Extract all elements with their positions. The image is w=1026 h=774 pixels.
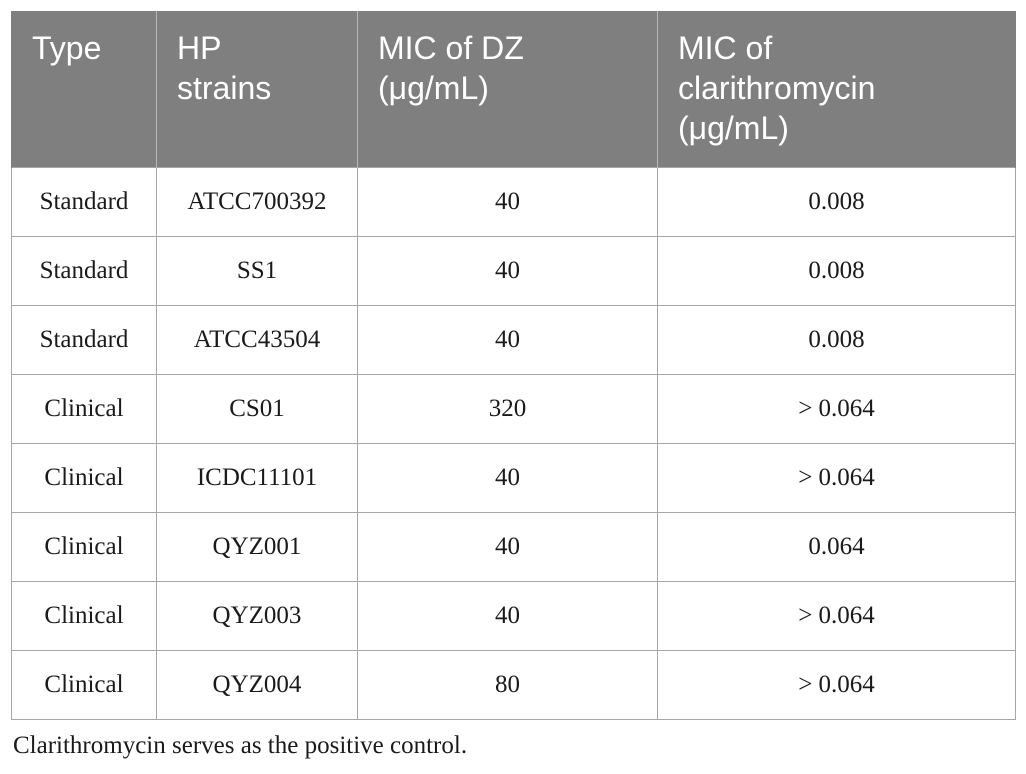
table-row: Clinical QYZ001 40 0.064 — [11, 512, 1016, 582]
cell-type: Clinical — [11, 581, 157, 651]
cell-mic-clarithromycin: > 0.064 — [657, 650, 1016, 720]
cell-type: Clinical — [11, 512, 157, 582]
table-row: Standard ATCC700392 40 0.008 — [11, 167, 1016, 237]
header-type: Type — [11, 11, 157, 168]
cell-mic-dz: 40 — [357, 581, 658, 651]
cell-mic-dz: 40 — [357, 167, 658, 237]
cell-strain: ICDC11101 — [156, 443, 358, 513]
cell-mic-dz: 40 — [357, 236, 658, 306]
table-row: Clinical QYZ003 40 > 0.064 — [11, 581, 1016, 651]
cell-mic-clarithromycin: 0.008 — [657, 236, 1016, 306]
table-row: Clinical ICDC11101 40 > 0.064 — [11, 443, 1016, 513]
cell-mic-dz: 80 — [357, 650, 658, 720]
cell-mic-clarithromycin: 0.064 — [657, 512, 1016, 582]
table-row: Standard SS1 40 0.008 — [11, 236, 1016, 306]
cell-strain: QYZ003 — [156, 581, 358, 651]
cell-mic-dz: 40 — [357, 443, 658, 513]
table-body: Standard ATCC700392 40 0.008 Standard SS… — [11, 167, 1016, 720]
header-hp-strains: HP strains — [156, 11, 358, 168]
header-mic-clarithromycin: MIC of clarithromycin (μg/mL) — [657, 11, 1016, 168]
header-mic-clarithromycin-line: MIC of — [678, 30, 773, 66]
table-row: Standard ATCC43504 40 0.008 — [11, 305, 1016, 375]
table-row: Clinical CS01 320 > 0.064 — [11, 374, 1016, 444]
header-type-line: Type — [32, 30, 102, 66]
header-hp-strains-line: strains — [177, 70, 272, 106]
cell-type: Standard — [11, 167, 157, 237]
cell-type: Standard — [11, 305, 157, 375]
header-row: Type HP strains MIC of DZ (μg/mL) MIC of… — [11, 11, 1016, 168]
header-mic-dz-line: (μg/mL) — [378, 70, 489, 106]
cell-strain: SS1 — [156, 236, 358, 306]
cell-strain: QYZ004 — [156, 650, 358, 720]
cell-strain: ATCC700392 — [156, 167, 358, 237]
cell-type: Clinical — [11, 650, 157, 720]
cell-mic-dz: 320 — [357, 374, 658, 444]
data-table-container: Type HP strains MIC of DZ (μg/mL) MIC of… — [11, 11, 1016, 720]
cell-mic-clarithromycin: 0.008 — [657, 305, 1016, 375]
cell-type: Clinical — [11, 443, 157, 513]
cell-mic-dz: 40 — [357, 305, 658, 375]
header-mic-clarithromycin-line: (μg/mL) — [678, 110, 789, 146]
cell-mic-clarithromycin: > 0.064 — [657, 581, 1016, 651]
cell-mic-clarithromycin: > 0.064 — [657, 374, 1016, 444]
mic-table: Type HP strains MIC of DZ (μg/mL) MIC of… — [11, 11, 1016, 720]
table-header: Type HP strains MIC of DZ (μg/mL) MIC of… — [11, 11, 1016, 168]
table-footnote: Clarithromycin serves as the positive co… — [13, 732, 468, 759]
cell-strain: CS01 — [156, 374, 358, 444]
cell-mic-clarithromycin: > 0.064 — [657, 443, 1016, 513]
cell-type: Standard — [11, 236, 157, 306]
header-hp-strains-line: HP — [177, 30, 222, 66]
cell-strain: QYZ001 — [156, 512, 358, 582]
header-mic-dz: MIC of DZ (μg/mL) — [357, 11, 658, 168]
cell-mic-clarithromycin: 0.008 — [657, 167, 1016, 237]
table-row: Clinical QYZ004 80 > 0.064 — [11, 650, 1016, 720]
cell-type: Clinical — [11, 374, 157, 444]
header-mic-clarithromycin-line: clarithromycin — [678, 70, 876, 106]
header-mic-dz-line: MIC of DZ — [378, 30, 524, 66]
cell-strain: ATCC43504 — [156, 305, 358, 375]
cell-mic-dz: 40 — [357, 512, 658, 582]
